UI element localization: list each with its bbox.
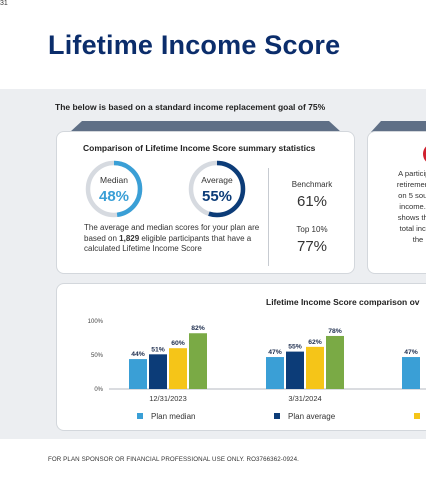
bar-value-label: 55% — [288, 344, 302, 351]
bar-value-label: 47% — [268, 349, 282, 356]
y-tick-label: 0% — [94, 387, 103, 393]
y-tick-label: 100% — [88, 319, 104, 325]
legend-swatch — [137, 413, 143, 419]
comparison-chart-card: Lifetime Income Score comparison ov 0% 50… — [56, 283, 426, 431]
median-ring — [85, 160, 143, 218]
summary-description: The average and median scores for your p… — [84, 223, 260, 253]
bar — [326, 335, 344, 389]
page-number: 31 — [0, 0, 8, 7]
side-info-card: A participan retirement in on 5 source i… — [367, 131, 426, 274]
page-title: Lifetime Income Score — [48, 30, 341, 60]
x-category-label: 12/31/2023 — [149, 394, 187, 403]
comparison-bar-chart: 0% 50% 100% 44% 51% 60% 82% 12/31/2023 47% 55% 62%… — [88, 319, 426, 403]
bar — [286, 351, 304, 389]
summary-statistics-card: Comparison of Lifetime Income Score summ… — [56, 131, 355, 274]
bar-value-label: 78% — [328, 328, 342, 335]
benchmark-label: Benchmark — [291, 180, 333, 189]
footer-disclaimer: FOR PLAN SPONSOR OR FINANCIAL PROFESSION… — [48, 456, 299, 463]
bar — [169, 348, 187, 389]
bar-value-label: 60% — [171, 340, 185, 347]
benchmark-value: 61% — [296, 193, 328, 210]
summary-card-title: Comparison of Lifetime Income Score summ… — [83, 143, 316, 153]
bar-value-label: 44% — [131, 351, 145, 358]
bar — [402, 357, 420, 389]
bar-value-label: 62% — [308, 339, 322, 346]
average-label: Average — [201, 175, 233, 185]
participants-count: 1,829 — [119, 233, 140, 243]
average-ring — [188, 160, 246, 218]
median-label: Median — [100, 175, 128, 185]
top10-label: Top 10% — [296, 225, 328, 234]
card-tab-decoration — [70, 121, 341, 132]
card-tab-decoration — [371, 121, 426, 132]
side-card-text: A participan retirement in on 5 source i… — [396, 169, 426, 244]
x-category-label: 3/31/2024 — [288, 394, 321, 403]
legend-item-plan-average: Plan average — [274, 412, 335, 421]
bar-value-label: 47% — [404, 349, 418, 356]
bar — [149, 354, 167, 389]
comparison-chart-title: Lifetime Income Score comparison ov — [266, 297, 420, 307]
legend-item-series-3 — [414, 412, 426, 421]
bar-value-label: 51% — [151, 346, 165, 353]
legend-item-plan-median: Plan median — [137, 412, 195, 421]
intro-text: The below is based on a standard income … — [55, 102, 326, 112]
bar — [189, 333, 207, 389]
bar — [129, 359, 147, 389]
average-value: 55% — [201, 188, 233, 205]
legend-swatch — [274, 413, 280, 419]
top10-value: 77% — [296, 238, 328, 255]
bar — [266, 357, 284, 389]
y-tick-label: 50% — [91, 353, 104, 359]
bar-value-label: 82% — [191, 325, 205, 332]
legend-swatch — [414, 413, 420, 419]
median-value: 48% — [98, 188, 130, 205]
bar — [306, 346, 324, 389]
alert-icon — [423, 143, 426, 165]
vertical-divider — [268, 168, 269, 266]
